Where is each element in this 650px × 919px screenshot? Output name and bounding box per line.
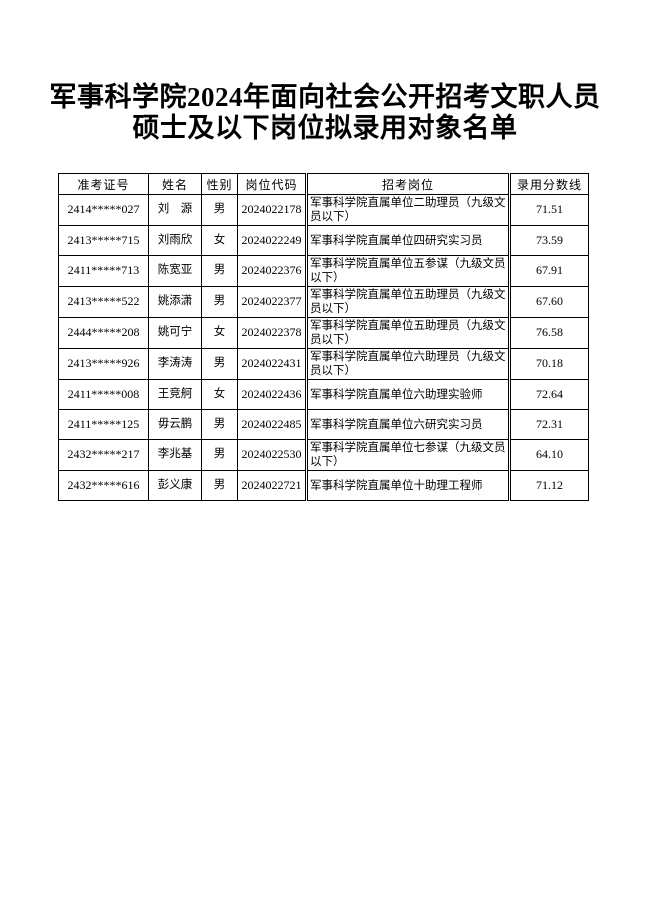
table-row: 2413*****715 刘雨欣女 2024022249 军事科学院直属单位四研究实习…	[58, 225, 589, 256]
document-title: 军事科学院2024年面向社会公开招考文职人员 硕士及以下岗位拟录用对象名单	[0, 0, 650, 144]
cell-position: 军事科学院直属单位五助理员（九级文员以下）	[305, 286, 511, 318]
cell-name: 陈宽亚	[148, 255, 202, 287]
table-row: 2411*****008 王竞舸女 2024022436 军事科学院直属单位六助理实验…	[58, 379, 589, 410]
col-header-gender: 性别	[201, 173, 238, 195]
cell-job-code: 2024022378	[237, 317, 307, 349]
cell-job-code: 2024022249	[237, 225, 307, 256]
cell-exam-id: 2411*****008	[58, 379, 149, 410]
title-line-2: 硕士及以下岗位拟录用对象名单	[132, 113, 518, 143]
cell-gender: 男	[201, 286, 238, 318]
cell-exam-id: 2411*****125	[58, 409, 149, 440]
col-header-position: 招考岗位	[305, 173, 511, 195]
cell-position: 军事科学院直属单位五参谋（九级文员以下）	[305, 255, 511, 287]
table-row: 2411*****713 陈宽亚男 2024022376 军事科学院直属单位五参谋（九…	[58, 255, 589, 287]
cell-gender: 女	[201, 317, 238, 349]
cell-exam-id: 2413*****926	[58, 348, 149, 380]
cell-name: 毋云鹏	[148, 409, 202, 440]
cell-job-code: 2024022436	[237, 379, 307, 410]
table-row: 2414*****027 刘 源男 2024022178 军事科学院直属单位二助理员（…	[58, 194, 589, 226]
cell-score: 73.59	[509, 225, 589, 256]
cell-position: 军事科学院直属单位十助理工程师	[305, 470, 511, 501]
cell-score: 67.60	[509, 286, 589, 318]
title-line-1: 军事科学院2024年面向社会公开招考文职人员	[49, 82, 601, 112]
cell-exam-id: 2432*****217	[58, 439, 149, 471]
cell-score: 72.64	[509, 379, 589, 410]
cell-name: 刘 源	[148, 194, 202, 226]
cell-job-code: 2024022377	[237, 286, 307, 318]
cell-name: 李涛涛	[148, 348, 202, 380]
cell-position: 军事科学院直属单位二助理员（九级文员以下）	[305, 194, 511, 226]
cell-position: 军事科学院直属单位六助理员（九级文员以下）	[305, 348, 511, 380]
cell-score: 70.18	[509, 348, 589, 380]
table-row: 2413*****522 姚添潇男 2024022377 军事科学院直属单位五助理员（…	[58, 286, 589, 318]
table-row: 2411*****125 毋云鹏男 2024022485 军事科学院直属单位六研究实习…	[58, 409, 589, 440]
cell-gender: 男	[201, 470, 238, 501]
cell-gender: 男	[201, 255, 238, 287]
cell-name: 刘雨欣	[148, 225, 202, 256]
cell-job-code: 2024022178	[237, 194, 307, 226]
cell-name: 姚添潇	[148, 286, 202, 318]
cell-exam-id: 2414*****027	[58, 194, 149, 226]
cell-position: 军事科学院直属单位七参谋（九级文员以下）	[305, 439, 511, 471]
cell-job-code: 2024022376	[237, 255, 307, 287]
roster-table-body: 2414*****027 刘 源男 2024022178 军事科学院直属单位二助理员（…	[58, 194, 589, 501]
cell-exam-id: 2413*****715	[58, 225, 149, 256]
cell-score: 72.31	[509, 409, 589, 440]
col-header-name: 姓名	[148, 173, 202, 195]
cell-exam-id: 2411*****713	[58, 255, 149, 287]
cell-score: 64.10	[509, 439, 589, 471]
cell-gender: 男	[201, 439, 238, 471]
cell-position: 军事科学院直属单位六助理实验师	[305, 379, 511, 410]
col-header-score: 录用分数线	[509, 173, 589, 195]
cell-name: 姚可宁	[148, 317, 202, 349]
table-row: 2432*****217 李兆基男 2024022530 军事科学院直属单位七参谋（九…	[58, 439, 589, 471]
cell-job-code: 2024022485	[237, 409, 307, 440]
cell-exam-id: 2413*****522	[58, 286, 149, 318]
cell-gender: 男	[201, 348, 238, 380]
cell-job-code: 2024022431	[237, 348, 307, 380]
cell-score: 71.51	[509, 194, 589, 226]
cell-gender: 女	[201, 225, 238, 256]
cell-job-code: 2024022721	[237, 470, 307, 501]
cell-position: 军事科学院直属单位六研究实习员	[305, 409, 511, 440]
table-row: 2432*****616 彭义康男 2024022721 军事科学院直属单位十助理工程…	[58, 470, 589, 501]
roster-table: 准考证号 姓名 性别 岗位代码 招考岗位 录用分数线 2414*****027 刘…	[58, 173, 589, 501]
cell-name: 彭义康	[148, 470, 202, 501]
cell-gender: 女	[201, 379, 238, 410]
table-row: 2444*****208 姚可宁女 2024022378 军事科学院直属单位五助理员（…	[58, 317, 589, 349]
cell-gender: 男	[201, 194, 238, 226]
cell-gender: 男	[201, 409, 238, 440]
col-header-exam-id: 准考证号	[58, 173, 149, 195]
cell-position: 军事科学院直属单位四研究实习员	[305, 225, 511, 256]
col-header-job-code: 岗位代码	[237, 173, 307, 195]
cell-score: 71.12	[509, 470, 589, 501]
cell-position: 军事科学院直属单位五助理员（九级文员以下）	[305, 317, 511, 349]
table-row: 2413*****926 李涛涛男 2024022431 军事科学院直属单位六助理员（…	[58, 348, 589, 380]
cell-name: 李兆基	[148, 439, 202, 471]
table-header-row: 准考证号 姓名 性别 岗位代码 招考岗位 录用分数线	[58, 173, 589, 195]
cell-name: 王竞舸	[148, 379, 202, 410]
cell-exam-id: 2432*****616	[58, 470, 149, 501]
cell-job-code: 2024022530	[237, 439, 307, 471]
cell-score: 76.58	[509, 317, 589, 349]
cell-exam-id: 2444*****208	[58, 317, 149, 349]
cell-score: 67.91	[509, 255, 589, 287]
